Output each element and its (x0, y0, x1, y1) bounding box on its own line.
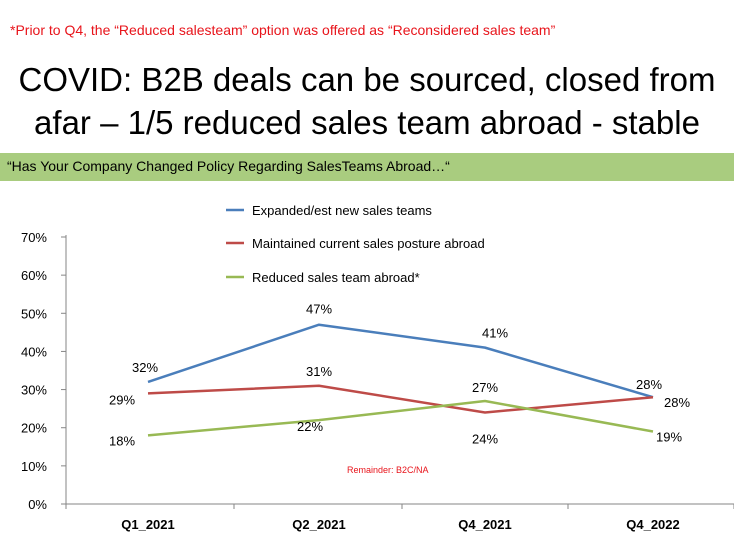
y-tick-label: 20% (21, 421, 47, 436)
data-label: 41% (482, 326, 508, 341)
data-label: 32% (132, 360, 158, 375)
legend-label-2: Maintained current sales posture abroad (252, 236, 485, 251)
legend-label-3: Reduced sales team abroad* (252, 270, 420, 285)
question-band: “Has Your Company Changed Policy Regardi… (0, 153, 734, 181)
data-label: 47% (306, 302, 332, 317)
legend-label-1: Expanded/est new sales teams (252, 203, 432, 218)
y-tick-label: 0% (28, 497, 47, 512)
line-chart: 0% 10% 20% 30% 40% 50% 60% 70% Q1_2021 Q2_2021 Q4_… (21, 203, 734, 532)
remainder-annotation: Remainder: B2C/NA (347, 465, 429, 475)
y-tick-label: 30% (21, 383, 47, 398)
y-tick-label: 40% (21, 344, 47, 359)
y-tick-label: 10% (21, 459, 47, 474)
question-text: “Has Your Company Changed Policy Regardi… (7, 158, 450, 174)
data-label: 19% (656, 430, 682, 445)
data-label: 18% (109, 433, 135, 448)
x-tick-label: Q4_2021 (458, 517, 512, 532)
title-line-1: COVID: B2B deals can be sourced, closed … (18, 61, 716, 98)
slide-title: COVID: B2B deals can be sourced, closed … (0, 58, 734, 144)
x-tick-label: Q1_2021 (121, 517, 175, 532)
data-label: 31% (306, 364, 332, 379)
data-label: 28% (636, 377, 662, 392)
data-label: 28% (664, 395, 690, 410)
data-label: 29% (109, 392, 135, 407)
series-line-1 (147, 323, 654, 399)
series-line-3 (147, 399, 654, 437)
data-label: 27% (472, 380, 498, 395)
series-line-2 (147, 384, 654, 414)
data-label: 22% (297, 419, 323, 434)
y-tick-label: 50% (21, 306, 47, 321)
y-tick-label: 60% (21, 268, 47, 283)
title-line-2: afar – 1/5 reduced sales team abroad - s… (34, 104, 700, 141)
x-tick-label: Q2_2021 (292, 517, 346, 532)
x-tick-label: Q4_2022 (626, 517, 680, 532)
footnote: *Prior to Q4, the “Reduced salesteam” op… (10, 22, 556, 38)
data-label: 24% (472, 431, 498, 446)
y-tick-label: 70% (21, 230, 47, 245)
